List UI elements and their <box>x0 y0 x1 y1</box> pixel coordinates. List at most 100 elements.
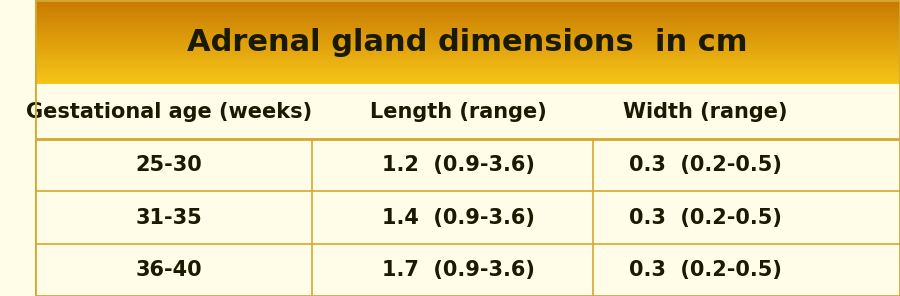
Polygon shape <box>35 2 900 3</box>
Polygon shape <box>35 55 900 56</box>
Polygon shape <box>35 41 900 42</box>
Polygon shape <box>35 26 900 27</box>
Polygon shape <box>35 17 900 18</box>
Polygon shape <box>35 38 900 39</box>
Polygon shape <box>35 82 900 83</box>
Polygon shape <box>35 62 900 63</box>
Polygon shape <box>35 3 900 4</box>
Polygon shape <box>35 139 900 192</box>
Polygon shape <box>35 11 900 12</box>
Polygon shape <box>35 75 900 76</box>
Polygon shape <box>35 18 900 19</box>
Polygon shape <box>35 80 900 81</box>
Polygon shape <box>35 30 900 31</box>
Polygon shape <box>35 60 900 61</box>
Polygon shape <box>35 7 900 8</box>
Polygon shape <box>35 74 900 75</box>
Polygon shape <box>35 10 900 11</box>
Polygon shape <box>35 45 900 46</box>
Polygon shape <box>35 0 900 1</box>
Polygon shape <box>35 14 900 15</box>
Polygon shape <box>35 58 900 59</box>
Polygon shape <box>35 20 900 21</box>
Polygon shape <box>35 83 900 84</box>
Text: Adrenal gland dimensions  in cm: Adrenal gland dimensions in cm <box>187 28 748 57</box>
Polygon shape <box>35 66 900 67</box>
Polygon shape <box>35 65 900 66</box>
Polygon shape <box>35 48 900 49</box>
Polygon shape <box>35 51 900 52</box>
Polygon shape <box>35 28 900 29</box>
Polygon shape <box>35 34 900 35</box>
Polygon shape <box>35 68 900 69</box>
Polygon shape <box>35 32 900 33</box>
Polygon shape <box>35 22 900 23</box>
Polygon shape <box>35 81 900 82</box>
Polygon shape <box>35 44 900 45</box>
Polygon shape <box>35 36 900 37</box>
Polygon shape <box>35 50 900 51</box>
Polygon shape <box>35 27 900 28</box>
Polygon shape <box>35 49 900 50</box>
Text: 31-35: 31-35 <box>136 207 202 228</box>
Polygon shape <box>35 53 900 54</box>
Polygon shape <box>35 244 900 296</box>
Polygon shape <box>35 31 900 32</box>
Polygon shape <box>35 6 900 7</box>
Polygon shape <box>35 192 900 244</box>
Text: 25-30: 25-30 <box>136 155 202 175</box>
Text: 1.7  (0.9-3.6): 1.7 (0.9-3.6) <box>382 260 536 280</box>
Polygon shape <box>35 52 900 53</box>
Polygon shape <box>35 54 900 55</box>
Polygon shape <box>35 72 900 73</box>
Polygon shape <box>35 13 900 14</box>
Polygon shape <box>35 15 900 16</box>
Text: Width (range): Width (range) <box>623 102 788 122</box>
Polygon shape <box>35 71 900 72</box>
Polygon shape <box>35 37 900 38</box>
Polygon shape <box>35 42 900 43</box>
Polygon shape <box>35 78 900 79</box>
Polygon shape <box>35 43 900 44</box>
Polygon shape <box>35 33 900 34</box>
Text: Gestational age (weeks): Gestational age (weeks) <box>26 102 312 122</box>
Polygon shape <box>35 61 900 62</box>
Polygon shape <box>35 25 900 26</box>
Polygon shape <box>35 29 900 30</box>
Polygon shape <box>35 69 900 70</box>
Polygon shape <box>35 12 900 13</box>
Polygon shape <box>35 70 900 71</box>
Polygon shape <box>35 76 900 77</box>
Polygon shape <box>35 73 900 74</box>
Polygon shape <box>35 16 900 17</box>
Polygon shape <box>35 59 900 60</box>
Polygon shape <box>35 19 900 20</box>
Polygon shape <box>35 84 900 139</box>
Polygon shape <box>35 67 900 68</box>
Text: 1.4  (0.9-3.6): 1.4 (0.9-3.6) <box>382 207 536 228</box>
Polygon shape <box>35 35 900 36</box>
Text: Length (range): Length (range) <box>371 102 547 122</box>
Polygon shape <box>35 63 900 64</box>
Polygon shape <box>35 9 900 10</box>
Text: 36-40: 36-40 <box>136 260 202 280</box>
Polygon shape <box>35 4 900 5</box>
Polygon shape <box>35 1 900 2</box>
Polygon shape <box>35 79 900 80</box>
Polygon shape <box>35 57 900 58</box>
Polygon shape <box>35 5 900 6</box>
Polygon shape <box>35 39 900 40</box>
Polygon shape <box>35 24 900 25</box>
Polygon shape <box>35 46 900 47</box>
Polygon shape <box>35 64 900 65</box>
Polygon shape <box>35 21 900 22</box>
Polygon shape <box>35 40 900 41</box>
Polygon shape <box>35 8 900 9</box>
Polygon shape <box>35 23 900 24</box>
Text: 0.3  (0.2-0.5): 0.3 (0.2-0.5) <box>629 207 782 228</box>
Polygon shape <box>35 56 900 57</box>
Text: 1.2  (0.9-3.6): 1.2 (0.9-3.6) <box>382 155 536 175</box>
Polygon shape <box>35 47 900 48</box>
Text: 0.3  (0.2-0.5): 0.3 (0.2-0.5) <box>629 155 782 175</box>
Text: 0.3  (0.2-0.5): 0.3 (0.2-0.5) <box>629 260 782 280</box>
